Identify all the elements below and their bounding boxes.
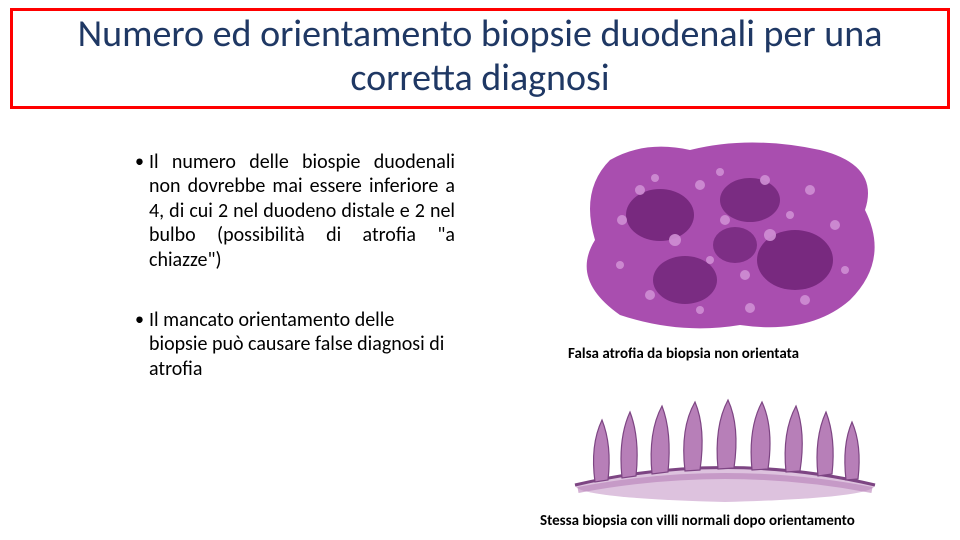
bullet-marker: • (135, 308, 149, 381)
slide-title: Numero ed orientamento biopsie duodenali… (19, 13, 941, 100)
figure-caption-1: Falsa atrofia da biopsia non orientata (568, 345, 908, 363)
bullet-marker: • (135, 150, 149, 272)
body-column: • Il numero delle biospie duodenali non … (135, 150, 455, 417)
bullet-item: • Il mancato orientamento delle biopsie … (135, 308, 455, 381)
figure-caption-2: Stessa biopsia con villi normali dopo or… (540, 512, 940, 530)
bullet-text: Il numero delle biospie duodenali non do… (149, 150, 455, 272)
bullet-item: • Il numero delle biospie duodenali non … (135, 150, 455, 272)
histology-image-unoriented (550, 130, 900, 340)
bullet-text: Il mancato orientamento delle biopsie pu… (149, 308, 455, 381)
title-box: Numero ed orientamento biopsie duodenali… (10, 8, 950, 109)
histology-image-oriented (550, 390, 900, 505)
